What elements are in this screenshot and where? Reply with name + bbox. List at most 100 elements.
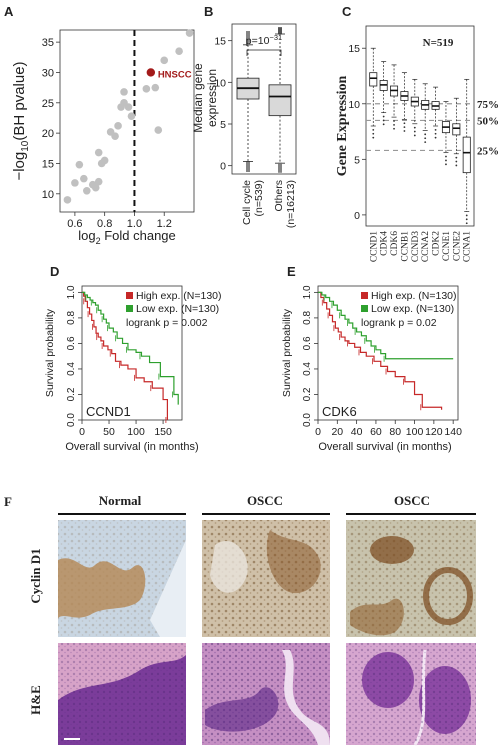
- panel-c-outlier: [382, 123, 385, 126]
- panel-c-ref-label: 25%: [477, 145, 499, 157]
- panel-e-xtick-label: 0: [315, 426, 321, 438]
- panel-f-headers: Normal OSCC OSCC Cyclin D1 H&E: [28, 493, 476, 715]
- panel-a-point: [160, 56, 169, 65]
- panel-a-point: [175, 47, 183, 56]
- panel-e-ytick-label: 0.0: [302, 413, 313, 427]
- panel-e-legend-high: High exp. (N=130): [371, 290, 457, 302]
- panel-e-ytick-label: 0.4: [302, 362, 313, 376]
- panel-d-legend-low: Low exp. (N=130): [136, 303, 219, 315]
- panel-d-plot-box: [81, 285, 183, 421]
- panel-c-outlier: [434, 136, 437, 139]
- panel-f-col-normal: Normal: [99, 493, 142, 508]
- panel-b-box: [268, 84, 292, 117]
- panel-a-xtick-label: 1.0: [127, 218, 142, 230]
- panel-c-outlier: [465, 218, 468, 221]
- panel-e-legend: High exp. (N=130) Low exp. (N=130) logra…: [361, 290, 457, 329]
- panel-c-box: [452, 123, 461, 136]
- panel-c-ytick-label: 10: [348, 99, 360, 111]
- panel-c-outlier: [382, 115, 385, 118]
- panel-a-point: [142, 85, 151, 93]
- panel-e-xtick-label: 120: [425, 426, 443, 438]
- panel-c-ref-label: 50%: [477, 115, 499, 127]
- panel-d-legend: High exp. (N=130) Low exp. (N=130) logra…: [126, 290, 222, 329]
- panel-a-ylabel: −log10(BH pvalue): [11, 61, 31, 180]
- panel-e-logrank: logrank p = 0.02: [361, 317, 437, 329]
- panel-a-plot-box: [59, 29, 195, 213]
- panel-b-pvalue: p=10−31: [246, 33, 282, 47]
- panel-d-ytick-label: 0.6: [66, 336, 77, 350]
- panel-c-outlier: [393, 123, 395, 126]
- panel-a-highlight-point: [146, 68, 156, 77]
- panel-c-outlier: [403, 126, 406, 129]
- panel-a-ytick-label: 15: [42, 158, 54, 170]
- panel-c-outlier: [434, 132, 437, 135]
- panel-c-xlabel: CCNE2: [452, 231, 462, 261]
- panel-f-he-oscc-2: [346, 643, 476, 746]
- panel-d-ylabel: Survival probability: [44, 308, 56, 397]
- panel-e-xtick-label: 20: [331, 426, 343, 438]
- panel-d-ytick-label: 0.0: [66, 413, 77, 427]
- panel-d-title: CCND1: [86, 404, 131, 419]
- panel-b-ytick-label: 0: [220, 161, 226, 173]
- panel-d-ytick-label: 1.0: [66, 285, 77, 299]
- panel-e-series-low: [318, 291, 454, 360]
- panel-c-xlabel: CDK6: [390, 231, 400, 256]
- panel-a-point: [151, 83, 160, 92]
- panel-d-xtick-label: 100: [127, 426, 145, 438]
- panel-a-point: [71, 179, 79, 187]
- panel-e-xtick-label: 40: [351, 426, 363, 438]
- panel-c-outlier: [424, 137, 427, 140]
- panel-e-series-high: [318, 291, 443, 410]
- panel-a-point: [111, 132, 119, 140]
- panel-letter-a: A: [4, 4, 14, 19]
- panel-c-outlier: [455, 164, 458, 167]
- panel-c-outlier: [445, 155, 447, 158]
- panel-c-xlabel: CCNE1: [442, 231, 452, 261]
- panel-c-outlier: [455, 160, 458, 163]
- panel-c-outlier: [465, 222, 468, 225]
- panel-letter-f: F: [4, 494, 12, 509]
- panel-e-xtick-label: 80: [389, 426, 401, 438]
- panel-b-xlabel: Others(n=16213): [273, 180, 297, 228]
- panel-c-outlier: [413, 130, 416, 133]
- panel-letter-c: C: [342, 4, 352, 19]
- panel-f-ihc-normal: [58, 520, 186, 637]
- panel-a-point: [80, 174, 88, 183]
- panel-b-significance-bracket: [246, 49, 282, 56]
- panel-a-point: [75, 160, 84, 169]
- panel-a-point: [100, 156, 109, 165]
- panel-d-xtick-label: 0: [79, 426, 85, 438]
- panel-a-point: [120, 88, 128, 96]
- panel-letter-d: D: [50, 264, 59, 279]
- panel-b-ytick-label: 10: [214, 77, 226, 89]
- panel-b-plot-box: [231, 23, 297, 175]
- panel-f-he-normal: [58, 643, 186, 745]
- panel-c-xlabel: CCNA2: [421, 231, 431, 262]
- panel-c-outlier: [413, 134, 416, 137]
- panel-c-xlabel: CDK4: [380, 231, 390, 256]
- panel-c-outlier: [372, 136, 375, 139]
- panel-a-xtick-label: 0.6: [67, 218, 82, 230]
- panel-f-he-oscc-1: [202, 643, 330, 745]
- panel-c-ref-label: 75%: [477, 99, 499, 111]
- panel-c-box: [369, 72, 378, 87]
- panel-b-ytick-label: 15: [214, 36, 226, 48]
- panel-a-ytick-label: 35: [42, 37, 54, 49]
- panel-f-col-oscc-1: OSCC: [247, 493, 283, 508]
- panel-c-outlier: [382, 119, 385, 122]
- panel-a-scatter: HNSCC 0.6 0.8 1.0 1.2 10 15 20 25 30 35 log2 Fold…: [11, 29, 195, 246]
- panel-a-point: [83, 186, 91, 195]
- panel-a-ytick-label: 25: [42, 98, 54, 110]
- panel-e-ylabel: Survival probability: [281, 308, 293, 397]
- panel-d-legend-high: High exp. (N=130): [136, 290, 222, 302]
- panel-letter-b: B: [204, 4, 213, 19]
- panel-c-plot-box: [365, 25, 475, 227]
- panel-a-point: [94, 177, 103, 186]
- panel-f-row-he: H&E: [28, 685, 43, 715]
- panel-c-xlabel: CCNA1: [463, 231, 473, 262]
- panel-f-ihc-oscc-2: [346, 520, 476, 637]
- panel-c-n-label: N=519: [423, 37, 454, 49]
- panel-d-ytick-label: 0.2: [66, 387, 77, 401]
- panel-e-xtick-label: 140: [444, 426, 462, 438]
